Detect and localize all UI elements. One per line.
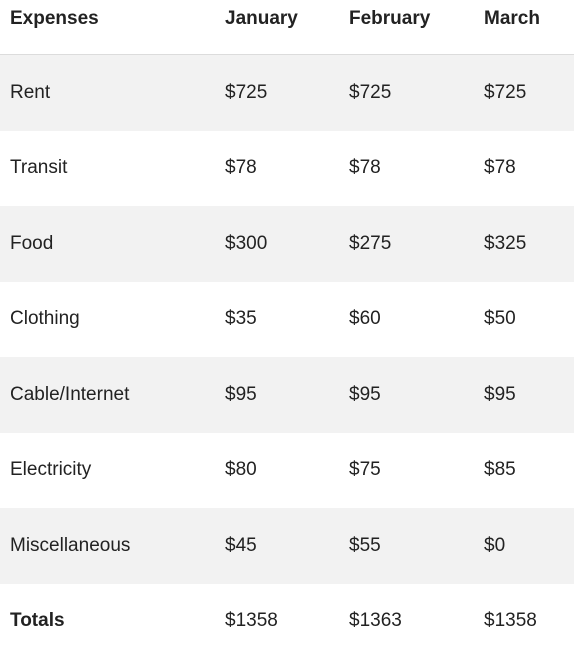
expense-label: Cable/Internet <box>0 384 215 406</box>
table-row: Rent $725 $725 $725 <box>0 55 574 131</box>
march-value: $78 <box>474 157 574 179</box>
january-value: $300 <box>215 233 339 255</box>
expense-label: Food <box>0 233 215 255</box>
table-row: Transit $78 $78 $78 <box>0 131 574 207</box>
header-march: March <box>474 0 574 30</box>
march-value: $725 <box>474 82 574 104</box>
february-value: $95 <box>339 384 474 406</box>
march-value: $0 <box>474 535 574 557</box>
table-row: Miscellaneous $45 $55 $0 <box>0 508 574 584</box>
expense-label: Rent <box>0 82 215 104</box>
january-total: $1358 <box>215 610 339 632</box>
february-value: $78 <box>339 157 474 179</box>
march-total: $1358 <box>474 610 574 632</box>
table-row: Electricity $80 $75 $85 <box>0 433 574 509</box>
january-value: $35 <box>215 308 339 330</box>
header-january: January <box>215 0 339 30</box>
totals-row: Totals $1358 $1363 $1358 <box>0 584 574 659</box>
february-value: $275 <box>339 233 474 255</box>
march-value: $50 <box>474 308 574 330</box>
january-value: $45 <box>215 535 339 557</box>
february-value: $60 <box>339 308 474 330</box>
march-value: $325 <box>474 233 574 255</box>
january-value: $78 <box>215 157 339 179</box>
january-value: $80 <box>215 459 339 481</box>
march-value: $95 <box>474 384 574 406</box>
expense-label: Clothing <box>0 308 215 330</box>
table-header-row: Expenses January February March <box>0 0 574 55</box>
expense-label: Transit <box>0 157 215 179</box>
table-row: Food $300 $275 $325 <box>0 206 574 282</box>
february-total: $1363 <box>339 610 474 632</box>
february-value: $55 <box>339 535 474 557</box>
totals-label: Totals <box>0 610 215 632</box>
header-expenses: Expenses <box>0 0 215 30</box>
january-value: $95 <box>215 384 339 406</box>
expense-label: Miscellaneous <box>0 535 215 557</box>
february-value: $75 <box>339 459 474 481</box>
header-february: February <box>339 0 474 30</box>
january-value: $725 <box>215 82 339 104</box>
february-value: $725 <box>339 82 474 104</box>
table-row: Cable/Internet $95 $95 $95 <box>0 357 574 433</box>
expense-label: Electricity <box>0 459 215 481</box>
march-value: $85 <box>474 459 574 481</box>
table-row: Clothing $35 $60 $50 <box>0 282 574 358</box>
